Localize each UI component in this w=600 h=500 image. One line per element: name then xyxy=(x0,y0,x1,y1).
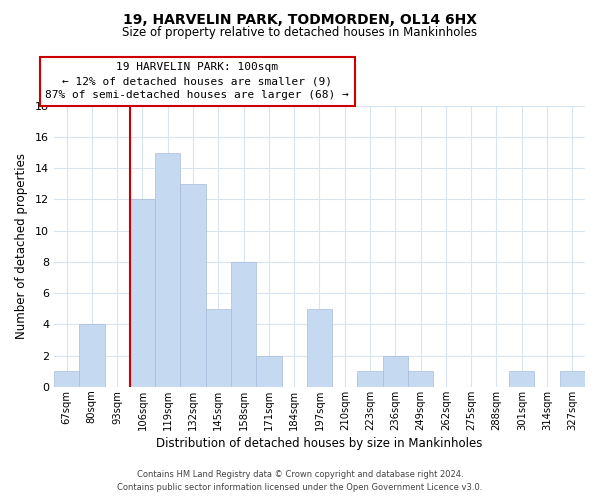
Text: Contains HM Land Registry data © Crown copyright and database right 2024.
Contai: Contains HM Land Registry data © Crown c… xyxy=(118,470,482,492)
Bar xyxy=(509,372,535,387)
Text: 19 HARVELIN PARK: 100sqm
← 12% of detached houses are smaller (9)
87% of semi-de: 19 HARVELIN PARK: 100sqm ← 12% of detach… xyxy=(46,62,349,100)
Bar xyxy=(130,200,155,387)
Bar xyxy=(307,309,332,387)
Bar xyxy=(54,372,79,387)
Bar xyxy=(231,262,256,387)
Bar xyxy=(206,309,231,387)
Bar xyxy=(383,356,408,387)
Text: 19, HARVELIN PARK, TODMORDEN, OL14 6HX: 19, HARVELIN PARK, TODMORDEN, OL14 6HX xyxy=(123,12,477,26)
Y-axis label: Number of detached properties: Number of detached properties xyxy=(15,154,28,340)
Bar xyxy=(358,372,383,387)
Bar xyxy=(560,372,585,387)
X-axis label: Distribution of detached houses by size in Mankinholes: Distribution of detached houses by size … xyxy=(156,437,482,450)
Bar xyxy=(408,372,433,387)
Text: Size of property relative to detached houses in Mankinholes: Size of property relative to detached ho… xyxy=(122,26,478,39)
Bar xyxy=(256,356,281,387)
Bar xyxy=(155,152,181,387)
Bar xyxy=(181,184,206,387)
Bar xyxy=(79,324,104,387)
